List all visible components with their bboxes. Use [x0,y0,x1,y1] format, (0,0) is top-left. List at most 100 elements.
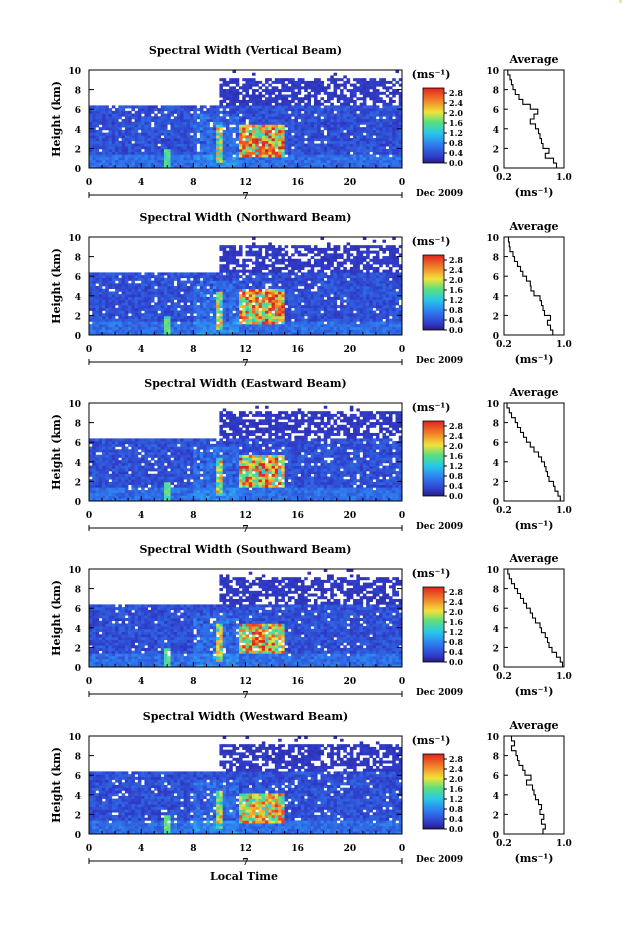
heatmap-cell [362,86,367,90]
heatmap-cell [261,119,266,123]
heatmap-cell [375,113,380,117]
heatmap-cell [388,140,393,144]
heatmap-cell [349,99,354,103]
heatmap-cell [144,159,148,163]
heatmap-cell [313,313,318,317]
heatmap-cell [320,321,325,325]
heatmap-cell [382,162,386,166]
heatmap-cell [287,332,292,336]
heatmap-cell [232,165,237,169]
heatmap-cell [372,151,377,155]
heatmap-cell [274,313,279,317]
heatmap-cell [147,283,152,287]
heatmap-cell [369,91,373,95]
heatmap-cell [115,108,119,112]
heatmap-cell [385,157,390,161]
heatmap-cell [278,129,282,133]
heatmap-cell [398,119,403,123]
heatmap-cell [343,288,347,292]
heatmap-cell [167,148,171,152]
heatmap-cell [392,157,396,161]
heatmap-cell [92,313,96,317]
heatmap-cell [199,280,204,284]
heatmap-cell [375,269,380,273]
heatmap-cell [307,97,312,101]
heatmap-cell [297,124,302,128]
heatmap-cell [281,135,285,139]
heatmap-cell [235,105,240,109]
heatmap-cell [232,299,237,303]
heatmap-cell [356,305,360,309]
heatmap-cell [219,247,223,251]
heatmap-cell [154,148,158,152]
heatmap-cell [255,116,259,120]
heatmap-cell [375,245,380,249]
heatmap-cell [144,277,148,281]
heatmap-cell [317,102,321,106]
heatmap-cell [222,318,227,322]
heatmap-cell [375,307,380,311]
heatmap-cell [216,324,220,328]
heatmap-cell [177,283,181,287]
heatmap-cell [258,324,263,328]
heatmap-cell [258,280,263,284]
heatmap-cell [235,324,240,328]
heatmap-cell [372,272,377,276]
heatmap-cell [150,280,155,284]
heatmap-cell [291,305,295,309]
heatmap-cell [349,157,354,161]
heatmap-cell [356,129,360,133]
heatmap-cell [248,332,253,336]
y-tick-label: 4 [75,126,81,136]
heatmap-cell [362,154,367,158]
heatmap-cell [274,94,279,98]
heatmap-cell [98,280,103,284]
heatmap-cell [281,315,285,319]
heatmap-cell [261,89,266,93]
heatmap-cell [137,105,142,109]
heatmap-cell [245,329,250,333]
heatmap-cell [274,324,279,328]
heatmap-cell [271,266,276,270]
heatmap-cell [255,299,259,303]
heatmap-cell [115,326,119,330]
heatmap-cell [323,329,328,333]
heatmap-cell [372,326,377,330]
heatmap-cell [190,275,194,279]
heatmap-cell [157,275,162,279]
heatmap-cell [310,275,315,279]
heatmap-cell [193,307,197,311]
heatmap-cell [327,159,331,163]
heatmap-cell [121,159,126,163]
heatmap-cell [222,258,227,262]
heatmap-cell [333,91,338,95]
heatmap-cell [271,286,276,290]
heatmap-cell [287,288,292,292]
heatmap-cell [313,245,318,249]
heatmap-cell [186,326,191,330]
heatmap-cell [252,91,256,95]
heatmap-cell [268,162,272,166]
heatmap-cell [333,135,338,139]
heatmap-cell [271,332,276,336]
heatmap-cell [372,321,377,325]
heatmap-cell [225,102,230,106]
heatmap-cell [356,157,360,161]
heatmap-cell [362,143,367,147]
heatmap-cell [281,89,285,93]
heatmap-cell [336,135,341,139]
heatmap-cell [252,165,256,169]
heatmap-cell [229,324,233,328]
heatmap-cell [271,305,276,309]
heatmap-cell [219,124,223,128]
heatmap-cell [222,288,227,292]
heatmap-cell [193,132,197,136]
heatmap-cell [300,307,305,311]
heatmap-cell [154,132,158,136]
heatmap-cell [343,269,347,273]
heatmap-cell [372,313,377,317]
heatmap-cell [232,97,237,101]
heatmap-cell [271,294,276,298]
heatmap-cell [362,121,367,125]
heatmap-cell [252,286,256,290]
